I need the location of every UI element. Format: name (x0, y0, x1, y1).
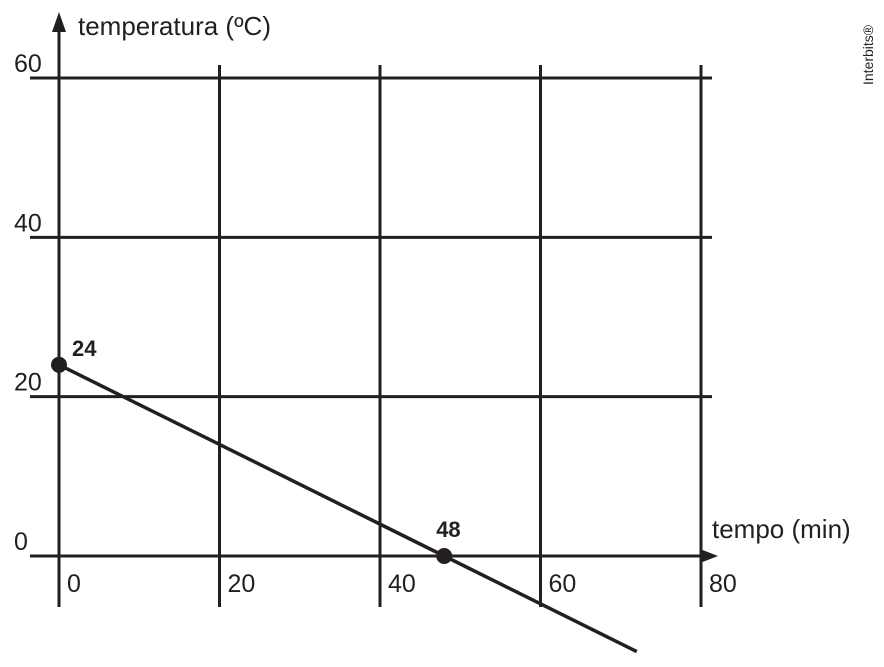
point-label: 24 (72, 336, 97, 361)
y-tick-label: 20 (14, 369, 42, 397)
x-tick-label: 80 (709, 570, 737, 598)
y-tick-label: 0 (14, 528, 28, 556)
x-axis-arrow (700, 549, 718, 563)
point-label: 48 (436, 517, 460, 542)
data-point (51, 356, 67, 373)
y-tick-label: 40 (14, 209, 42, 237)
x-axis-label: tempo (min) (712, 514, 851, 544)
y-tick-label: 60 (14, 50, 42, 78)
x-tick-label: 20 (228, 570, 256, 598)
x-tick-label: 40 (388, 570, 416, 598)
x-tick-label: 0 (67, 570, 81, 598)
data-line (58, 363, 638, 654)
watermark: Interbits® (860, 24, 876, 85)
y-axis-label: temperatura (ºC) (78, 11, 271, 41)
data-point (436, 548, 453, 564)
y-axis-arrow (52, 12, 66, 32)
x-tick-label: 60 (549, 570, 577, 598)
